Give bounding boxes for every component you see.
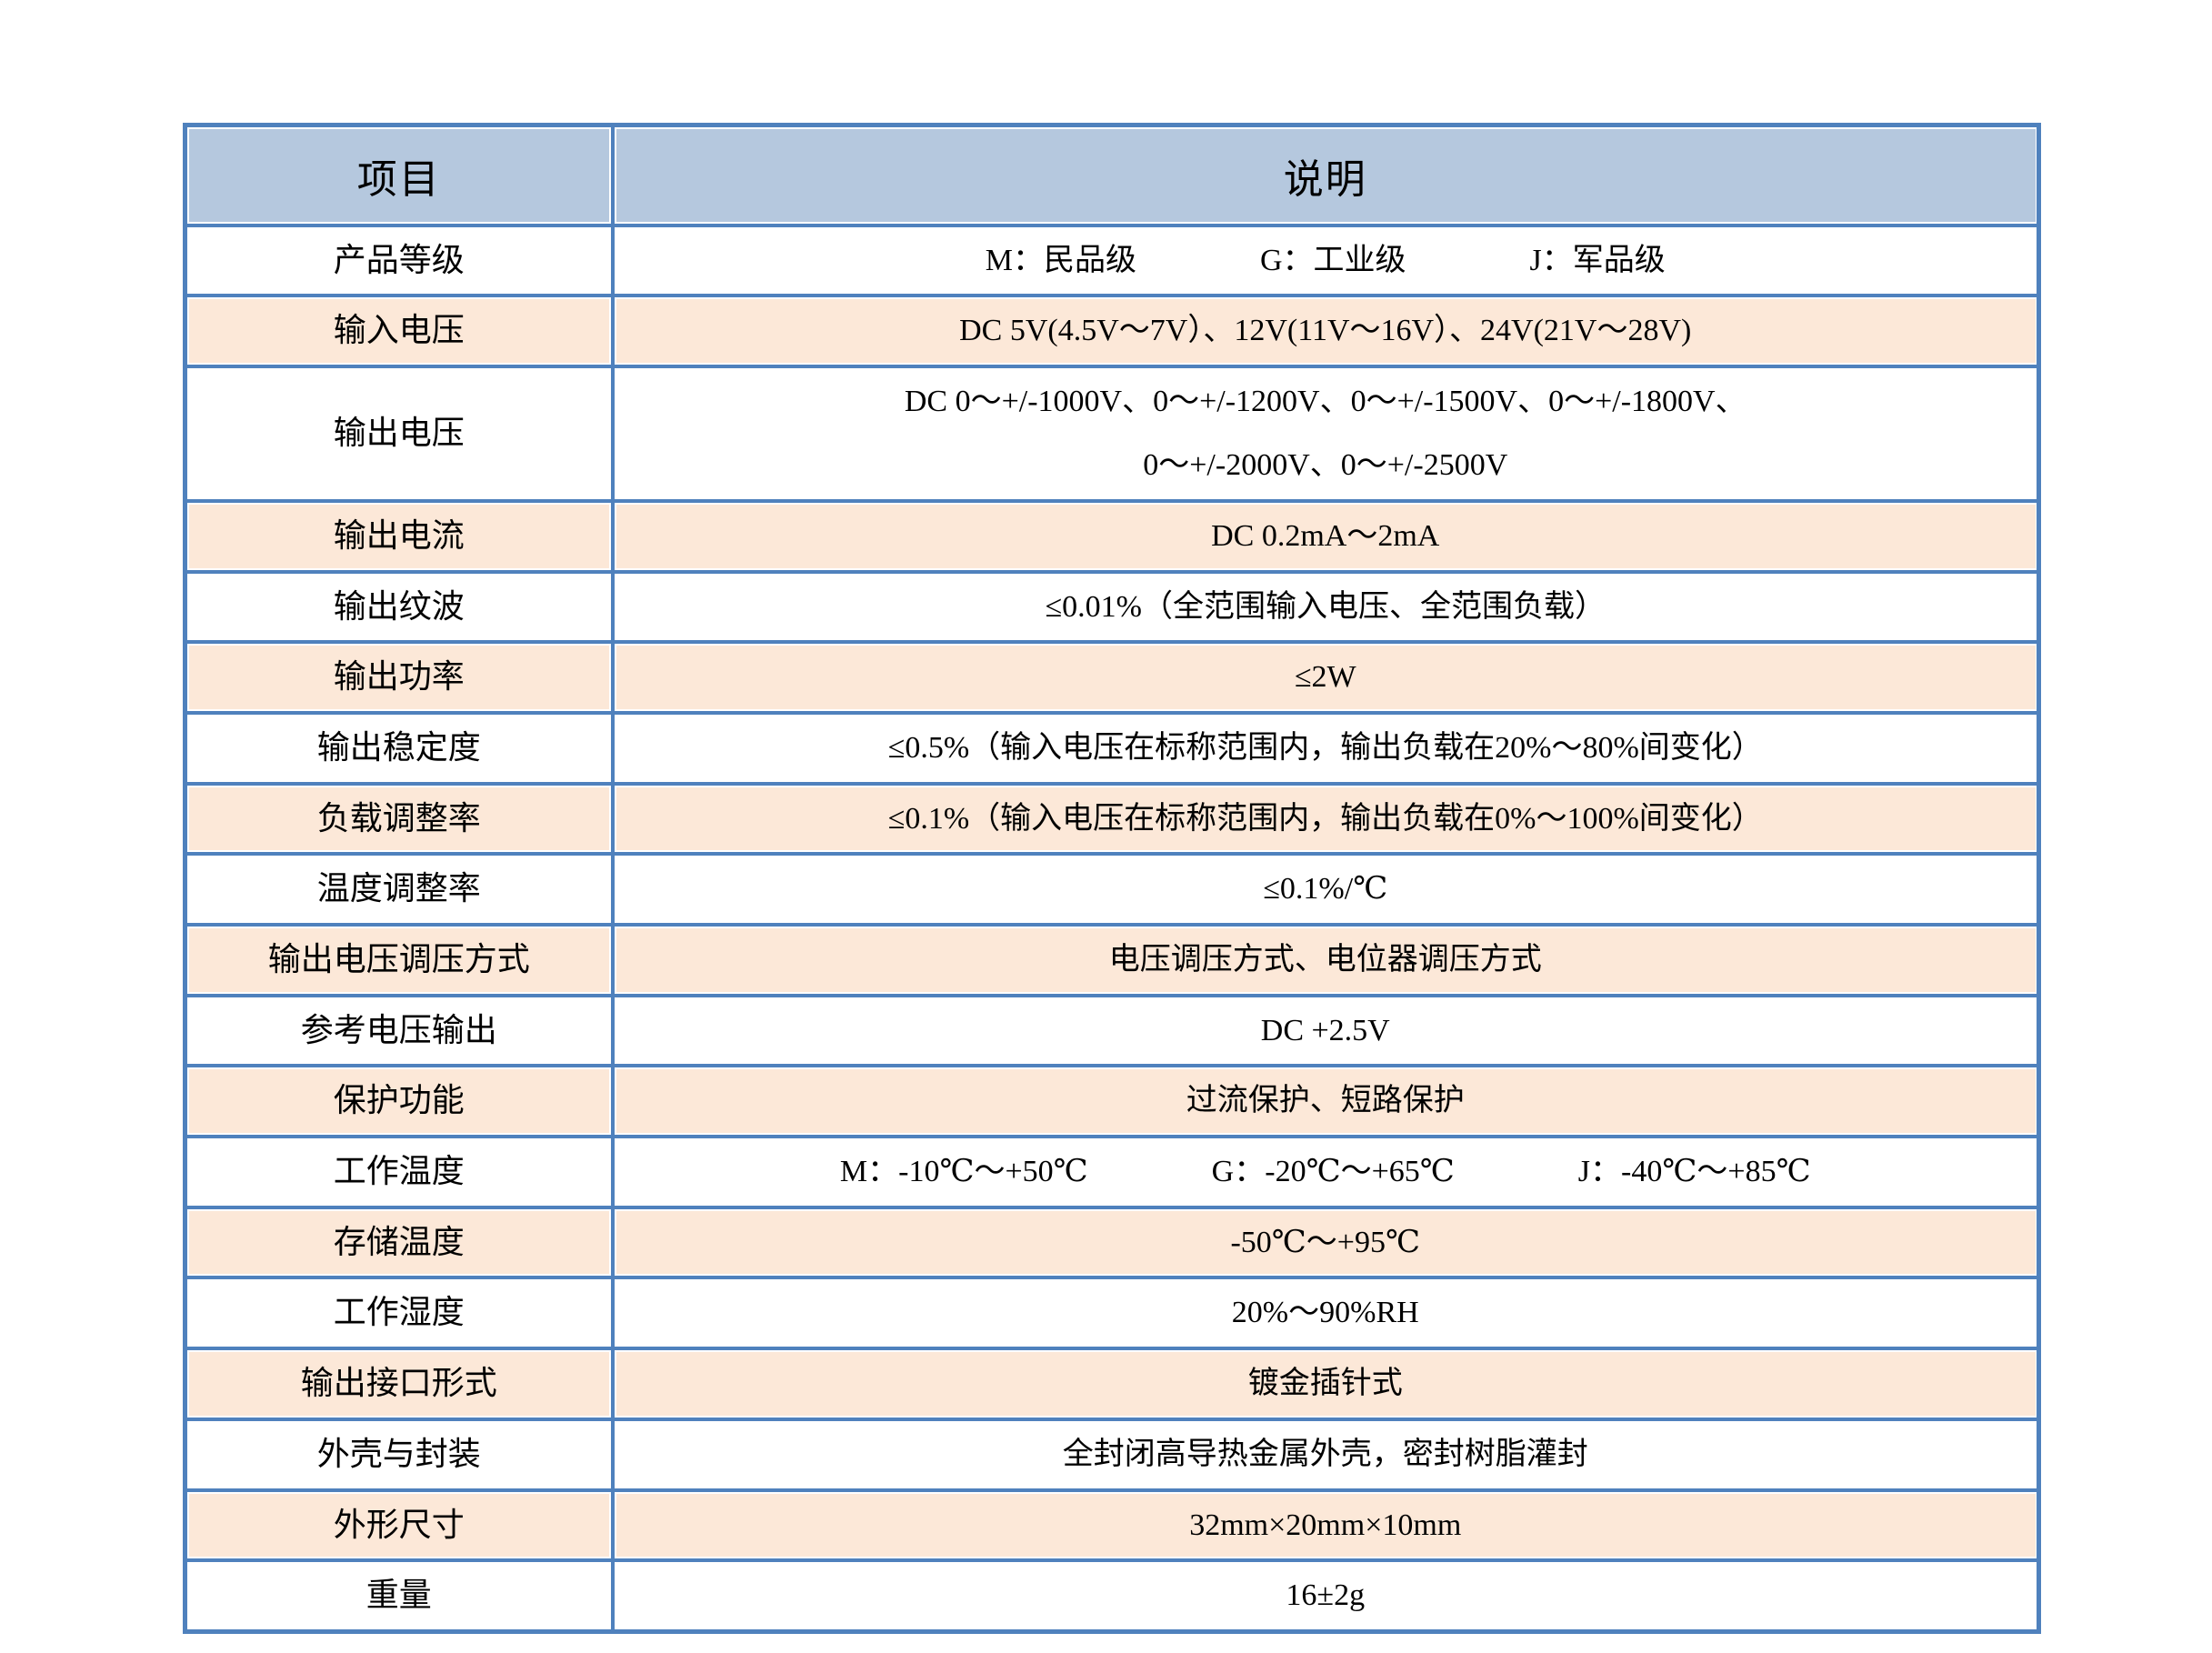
table-row: 输出功率 ≤2W bbox=[183, 640, 2041, 715]
row-value: DC 5V(4.5V～7V）、12V(11V～16V）、24V(21V～28V) bbox=[610, 294, 2041, 368]
table-row: 温度调整率 ≤0.1%/℃ bbox=[183, 852, 2041, 927]
row-label: 产品等级 bbox=[183, 223, 615, 298]
row-label: 温度调整率 bbox=[183, 852, 615, 927]
row-value: 电压调压方式、电位器调压方式 bbox=[610, 923, 2041, 997]
table-row: 外形尺寸 32mm×20mm×10mm bbox=[183, 1488, 2041, 1563]
table-row: 重量 16±2g bbox=[183, 1558, 2041, 1634]
row-label: 工作温度 bbox=[183, 1135, 615, 1209]
table-row: 输出电压调压方式 电压调压方式、电位器调压方式 bbox=[183, 923, 2041, 997]
table-header-row: 项目 说明 bbox=[183, 123, 2041, 227]
row-label: 负载调整率 bbox=[183, 781, 615, 857]
row-label: 输出电压 bbox=[183, 364, 615, 503]
row-label: 输出电流 bbox=[183, 498, 615, 574]
row-value: 20%～90%RH bbox=[610, 1276, 2041, 1351]
row-value: 16±2g bbox=[610, 1558, 2041, 1634]
table-row: 存储温度 -50℃～+95℃ bbox=[183, 1205, 2041, 1280]
row-value: DC 0.2mA～2mA bbox=[610, 498, 2041, 574]
row-label: 输出功率 bbox=[183, 640, 615, 715]
table-row: 输出电压 DC 0～+/-1000V、0～+/-1200V、0～+/-1500V… bbox=[183, 364, 2041, 503]
table-row: 工作温度 M：-10℃～+50℃ G：-20℃～+65℃ J：-40℃～+85℃ bbox=[183, 1135, 2041, 1209]
table-row: 参考电压输出 DC +2.5V bbox=[183, 993, 2041, 1068]
row-value: -50℃～+95℃ bbox=[610, 1205, 2041, 1280]
row-value: DC 0～+/-1000V、0～+/-1200V、0～+/-1500V、0～+/… bbox=[610, 364, 2041, 503]
row-value: 镀金插针式 bbox=[610, 1347, 2041, 1421]
row-label: 输入电压 bbox=[183, 294, 615, 368]
row-label: 输出稳定度 bbox=[183, 710, 615, 786]
row-value: ≤0.5%（输入电压在标称范围内，输出负载在20%～80%间变化） bbox=[610, 710, 2041, 786]
row-label: 重量 bbox=[183, 1558, 615, 1634]
row-value: M：-10℃～+50℃ G：-20℃～+65℃ J：-40℃～+85℃ bbox=[610, 1135, 2041, 1209]
row-value: 过流保护、短路保护 bbox=[610, 1064, 2041, 1139]
row-label: 存储温度 bbox=[183, 1205, 615, 1280]
row-label: 参考电压输出 bbox=[183, 993, 615, 1068]
row-value: ≤0.1%（输入电压在标称范围内，输出负载在0%～100%间变化） bbox=[610, 781, 2041, 857]
spec-table: 项目 说明 产品等级 M：民品级 G：工业级 J：军品级 输入电压 DC 5V(… bbox=[183, 123, 2041, 1634]
row-label: 输出纹波 bbox=[183, 569, 615, 645]
row-label: 外壳与封装 bbox=[183, 1417, 615, 1492]
row-label: 输出电压调压方式 bbox=[183, 923, 615, 997]
row-label: 保护功能 bbox=[183, 1064, 615, 1139]
row-label: 外形尺寸 bbox=[183, 1488, 615, 1563]
table-row: 输出接口形式 镀金插针式 bbox=[183, 1347, 2041, 1421]
table-row: 输出纹波 ≤0.01%（全范围输入电压、全范围负载） bbox=[183, 569, 2041, 645]
header-cell-item: 项目 bbox=[183, 123, 615, 227]
row-value: ≤2W bbox=[610, 640, 2041, 715]
row-value: 全封闭高导热金属外壳，密封树脂灌封 bbox=[610, 1417, 2041, 1492]
row-label: 工作湿度 bbox=[183, 1276, 615, 1351]
table-row: 保护功能 过流保护、短路保护 bbox=[183, 1064, 2041, 1139]
row-value: M：民品级 G：工业级 J：军品级 bbox=[610, 223, 2041, 298]
row-value: 32mm×20mm×10mm bbox=[610, 1488, 2041, 1563]
table-row: 产品等级 M：民品级 G：工业级 J：军品级 bbox=[183, 223, 2041, 298]
table-row: 工作湿度 20%～90%RH bbox=[183, 1276, 2041, 1351]
row-value: ≤0.01%（全范围输入电压、全范围负载） bbox=[610, 569, 2041, 645]
row-label: 输出接口形式 bbox=[183, 1347, 615, 1421]
table-row: 输入电压 DC 5V(4.5V～7V）、12V(11V～16V）、24V(21V… bbox=[183, 294, 2041, 368]
table-row: 输出电流 DC 0.2mA～2mA bbox=[183, 498, 2041, 574]
row-value: ≤0.1%/℃ bbox=[610, 852, 2041, 927]
table-row: 外壳与封装 全封闭高导热金属外壳，密封树脂灌封 bbox=[183, 1417, 2041, 1492]
row-value: DC +2.5V bbox=[610, 993, 2041, 1068]
header-cell-desc: 说明 bbox=[610, 123, 2041, 227]
table-row: 输出稳定度 ≤0.5%（输入电压在标称范围内，输出负载在20%～80%间变化） bbox=[183, 710, 2041, 786]
table-row: 负载调整率 ≤0.1%（输入电压在标称范围内，输出负载在0%～100%间变化） bbox=[183, 781, 2041, 857]
